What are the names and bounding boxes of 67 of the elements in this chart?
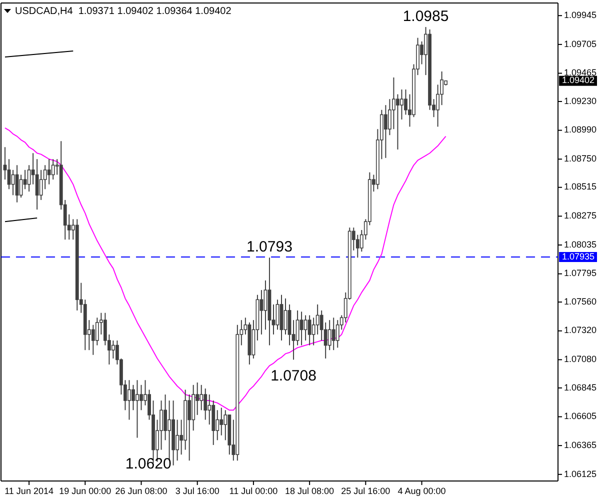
candlestick <box>276 299 280 330</box>
candlestick <box>51 158 55 180</box>
candlestick <box>164 394 167 441</box>
annotation: 1.0985 <box>402 8 449 26</box>
candlestick <box>176 419 180 462</box>
x-tick-label: 25 Jul 16:00 <box>341 486 390 496</box>
y-tick-label: 1.09465 <box>564 68 597 78</box>
candlestick <box>35 158 39 210</box>
x-tick-label: 11 Jun 2014 <box>4 486 54 496</box>
candlestick <box>140 384 143 411</box>
candlestick <box>260 290 264 335</box>
candlestick <box>396 94 400 150</box>
line-series <box>4 127 446 411</box>
annotation: 1.0708 <box>270 368 316 385</box>
candlestick <box>112 340 115 359</box>
y-tick-label: 1.08515 <box>564 182 597 192</box>
candlestick <box>39 169 43 200</box>
text: 1.09402 <box>562 75 595 86</box>
y-tick-label: 1.08750 <box>564 154 597 164</box>
y-tick-label: 1.08275 <box>564 210 597 221</box>
x-tick-label: 4 Aug 00:00 <box>398 486 446 496</box>
candlestick <box>356 234 360 258</box>
annotation: 1.0620 <box>125 455 172 472</box>
candlestick <box>7 158 11 190</box>
candlestick <box>384 104 388 158</box>
candlestick <box>11 169 15 196</box>
x-tick-label: 19 Jun 00:00 <box>59 486 112 496</box>
annotation: 1.0793 <box>246 238 292 256</box>
y-tick-label: 1.07320 <box>564 325 597 336</box>
x-tick-label: 18 Jul 08:00 <box>285 486 334 496</box>
candlestick <box>304 314 308 341</box>
y-tick-label: 1.07795 <box>564 268 597 278</box>
y-tick-label: 1.06845 <box>564 382 597 392</box>
candlestick <box>308 314 312 346</box>
candlestick <box>200 384 204 411</box>
y-tick-label: 1.08035 <box>564 239 597 250</box>
candlestick <box>316 304 320 335</box>
candlestick <box>336 320 340 348</box>
y-tick-label: 1.09945 <box>564 10 597 20</box>
candlestick <box>328 320 332 351</box>
candlestick <box>188 394 192 462</box>
candlestick <box>136 380 139 438</box>
x-tick-label: 3 Jul 16:00 <box>175 486 220 496</box>
candlestick <box>204 388 208 420</box>
x-tick-label: 26 Jun 08:00 <box>115 486 168 496</box>
candlestick <box>95 317 99 346</box>
candlestick <box>400 88 404 120</box>
candlestick <box>300 311 304 346</box>
y-tick-label: 1.06125 <box>564 468 597 479</box>
candlestick <box>220 407 224 436</box>
candlestick <box>296 310 300 346</box>
y-tick-label: 1.07080 <box>564 354 597 364</box>
candlestick <box>47 158 51 185</box>
y-tick-label: 1.08990 <box>564 124 597 135</box>
candlestick <box>332 317 336 351</box>
candlestick <box>264 280 268 330</box>
candlestick <box>91 324 95 356</box>
candlestick <box>19 174 23 198</box>
candlestick <box>128 380 131 420</box>
y-tick-label: 1.06605 <box>564 411 597 422</box>
chart-title: USDCAD,H4 1.09371 1.09402 1.09364 1.09402 <box>15 6 232 17</box>
ref-line-label: 1.07935 <box>562 251 595 262</box>
y-tick-label: 1.09230 <box>564 96 597 106</box>
y-tick-label: 1.09705 <box>564 38 597 49</box>
x-tick-label: 11 Jul 00:00 <box>229 486 278 496</box>
y-tick-label: 1.07560 <box>564 296 597 306</box>
y-tick-label: 1.06365 <box>564 440 597 450</box>
